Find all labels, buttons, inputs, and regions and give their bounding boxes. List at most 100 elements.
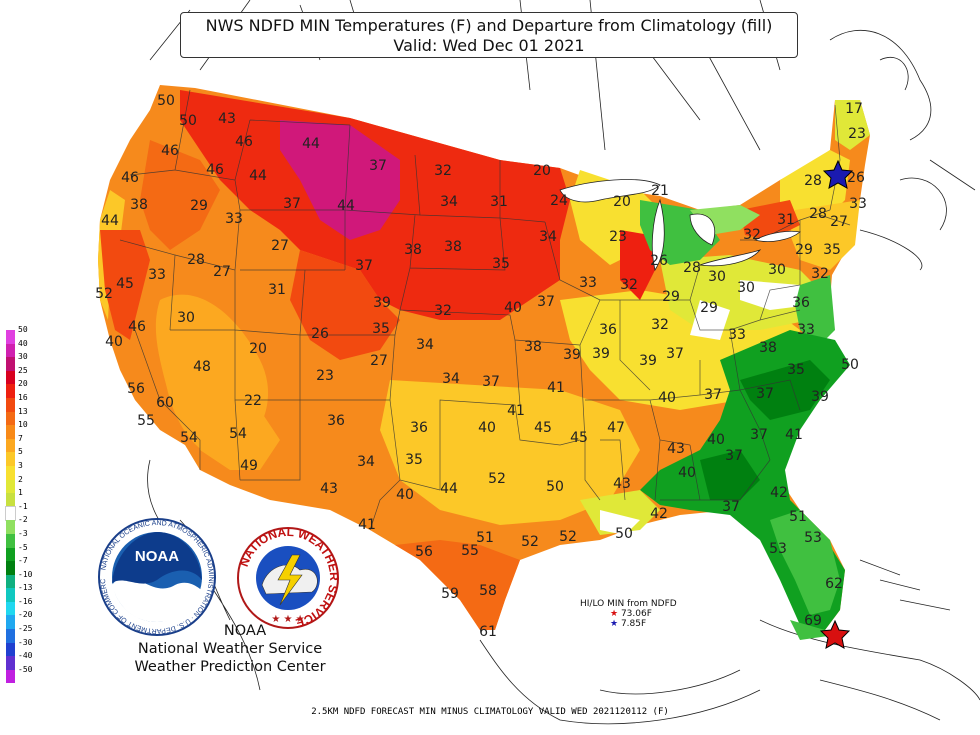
- station-value: 43: [613, 476, 631, 492]
- station-value: 29: [700, 300, 718, 316]
- legend-label: 25: [18, 365, 28, 375]
- legend-label: -25: [18, 624, 33, 634]
- station-value: 39: [563, 347, 581, 363]
- agency-line2: National Weather Service: [137, 641, 323, 657]
- station-value: 41: [547, 380, 565, 396]
- legend-label: 3: [18, 460, 23, 470]
- map-subtitle: Valid: Wed Dec 01 2021: [393, 36, 585, 55]
- map-title-box: NWS NDFD MIN Temperatures (F) and Depart…: [180, 12, 798, 58]
- station-value: 48: [193, 359, 211, 375]
- legend-label: -13: [18, 583, 33, 593]
- station-value: 30: [737, 280, 755, 296]
- legend-swatch: [6, 629, 15, 643]
- departure-fill: [98, 85, 870, 640]
- station-value: 51: [476, 530, 494, 546]
- legend-swatch: [6, 465, 15, 480]
- station-value: 44: [440, 481, 458, 497]
- legend-entry: -2: [4, 515, 44, 534]
- footer-caption: 2.5KM NDFD FORECAST MIN MINUS CLIMATOLOG…: [311, 707, 669, 717]
- station-value: 27: [830, 214, 848, 230]
- station-value: 49: [240, 458, 258, 474]
- station-value: 35: [492, 256, 510, 272]
- station-value: 31: [490, 194, 508, 210]
- legend-label: 40: [18, 338, 28, 348]
- station-value: 54: [180, 430, 198, 446]
- station-value: 32: [620, 277, 638, 293]
- station-value: 40: [707, 432, 725, 448]
- station-value: 37: [704, 387, 722, 403]
- station-value: 35: [823, 242, 841, 258]
- station-value: 37: [666, 346, 684, 362]
- legend-entry: -40: [4, 651, 44, 670]
- station-value: 38: [759, 340, 777, 356]
- legend-label: 30: [18, 352, 28, 362]
- station-value: 32: [434, 303, 452, 319]
- station-value: 42: [770, 485, 788, 501]
- legend-label: -30: [18, 637, 33, 647]
- noaa-logo: NOAA: [98, 518, 216, 636]
- station-value: 38: [404, 242, 422, 258]
- legend-label: 20: [18, 379, 28, 389]
- hilo-title: HI/LO MIN from NDFD: [580, 599, 677, 609]
- station-value: 54: [229, 426, 247, 442]
- station-value: 30: [177, 310, 195, 326]
- station-value: 38: [130, 197, 148, 213]
- station-value: 32: [434, 163, 452, 179]
- station-value: 37: [482, 374, 500, 390]
- station-value: 33: [225, 211, 243, 227]
- station-value: 31: [777, 212, 795, 228]
- legend-label: -50: [18, 664, 33, 674]
- station-value: 41: [507, 403, 525, 419]
- station-value: 37: [355, 258, 373, 274]
- hi-star-marker: [819, 619, 851, 649]
- legend-label: 10: [18, 420, 28, 430]
- station-value: 28: [187, 252, 205, 268]
- station-value: 50: [615, 526, 633, 542]
- legend-entry: 5: [4, 447, 44, 466]
- station-value: 60: [156, 395, 174, 411]
- hi-value: 73.06F: [620, 609, 652, 619]
- legend-entry: -3: [4, 529, 44, 548]
- state-borders: [119, 89, 851, 531]
- legend-entry: -20: [4, 610, 44, 630]
- legend-entry: -7: [4, 556, 44, 575]
- legend-swatch: [5, 505, 16, 522]
- station-value: 32: [811, 266, 829, 282]
- station-value: 20: [249, 341, 267, 357]
- station-value: 33: [849, 196, 867, 212]
- station-value: 28: [683, 260, 701, 276]
- legend-entry: 10: [4, 420, 44, 439]
- station-value: 40: [396, 487, 414, 503]
- station-value: 40: [105, 334, 123, 350]
- station-value: 23: [316, 368, 334, 384]
- station-value: 41: [358, 517, 376, 533]
- legend-entry: 25: [4, 366, 44, 385]
- station-value: 34: [539, 229, 557, 245]
- station-value: 55: [137, 413, 155, 429]
- legend-entry: 3: [4, 461, 44, 480]
- legend-label: -2: [18, 515, 28, 525]
- legend-entry: -10: [4, 570, 44, 589]
- station-value: 34: [357, 454, 375, 470]
- hi-star-icon: ★: [610, 609, 619, 619]
- legend-label: 5: [18, 447, 23, 457]
- legend-entry: 2: [4, 475, 44, 494]
- station-value: 27: [370, 353, 388, 369]
- legend-swatch: [6, 425, 15, 439]
- legend-entry: 13: [4, 407, 44, 426]
- station-value: 50: [157, 93, 175, 109]
- agency-credit: NOAA National Weather Service Weather Pr…: [100, 622, 360, 676]
- station-value: 52: [95, 286, 113, 302]
- station-value: 59: [441, 586, 459, 602]
- station-value: 56: [415, 544, 433, 560]
- station-value: 43: [218, 111, 236, 127]
- station-value: 62: [825, 576, 843, 592]
- station-value: 37: [537, 294, 555, 310]
- station-value: 29: [190, 198, 208, 214]
- station-value: 40: [658, 390, 676, 406]
- station-value: 69: [804, 613, 822, 629]
- legend-label: 2: [18, 474, 23, 484]
- station-value: 44: [249, 168, 267, 184]
- station-value: 44: [302, 136, 320, 152]
